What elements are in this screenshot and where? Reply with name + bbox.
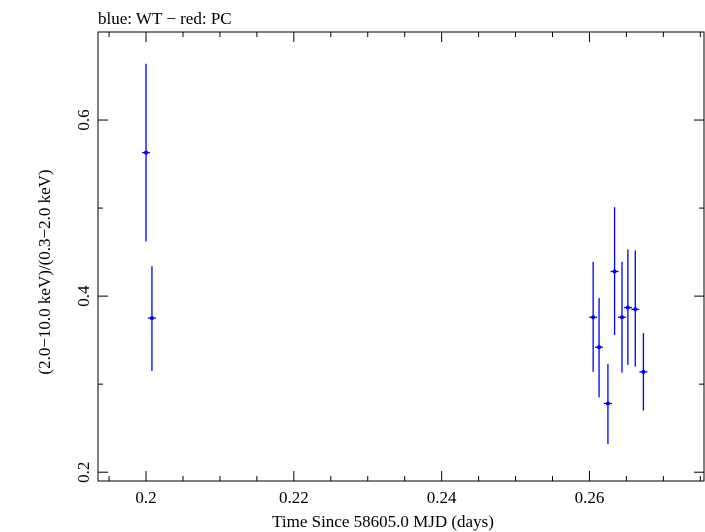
x-tick-label: 0.22 [279,488,309,507]
x-tick-label: 0.2 [135,488,156,507]
point-marker [591,315,596,320]
y-axis-label: (2.0−10.0 keV)/(0.3−2.0 keV) [35,169,54,374]
point-marker [149,316,154,321]
point-marker [144,150,149,155]
data-point [595,297,604,398]
x-tick-label: 0.24 [427,488,457,507]
data-point [603,363,612,445]
data-point [623,249,632,365]
chart-title: blue: WT − red: PC [98,9,232,28]
x-axis: 0.2 0.22 0.24 0.26 [108,32,701,507]
point-marker [605,401,610,406]
x-axis-label: Time Since 58605.0 MJD (days) [272,512,494,531]
y-tick-label: 0.2 [74,462,93,483]
point-marker [641,369,646,374]
y-tick-label: 0.6 [74,109,93,130]
data-point [142,63,151,242]
data-point [639,333,648,411]
data-point [631,250,640,367]
point-marker [633,307,638,312]
y-tick-label: 0.4 [74,285,93,307]
data-points [142,63,648,445]
data-point [617,261,626,373]
point-marker [625,305,630,310]
point-marker [597,345,602,350]
data-point [589,261,598,372]
y-axis: 0.2 0.4 0.6 [74,109,704,483]
point-marker [619,315,624,320]
point-marker [612,269,617,274]
plot-frame [97,31,705,482]
x-tick-label: 0.26 [575,488,605,507]
data-point [610,207,619,335]
data-point [147,266,156,371]
